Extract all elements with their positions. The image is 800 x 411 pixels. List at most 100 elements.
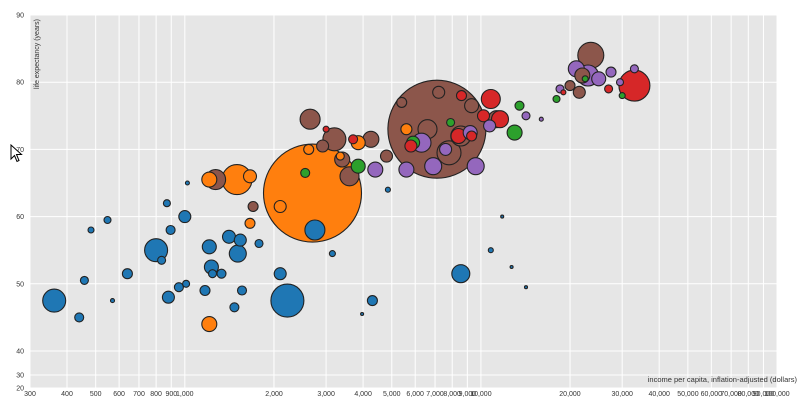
x-tick-label: 20,000 (559, 391, 581, 398)
data-point (500, 214, 505, 219)
data-point (335, 151, 345, 161)
data-point (304, 219, 326, 241)
data-point (303, 143, 315, 155)
y-tick-label: 70 (16, 147, 24, 154)
data-point (379, 149, 394, 163)
data-point (446, 117, 456, 128)
y-tick-label: 60 (16, 214, 24, 221)
data-point (242, 169, 258, 184)
data-point (523, 285, 529, 290)
data-point (201, 316, 218, 333)
data-point (432, 85, 446, 99)
data-point (466, 130, 478, 142)
x-tick-label: 80,000 (738, 391, 760, 398)
data-point (207, 269, 218, 279)
data-point (396, 96, 408, 108)
x-tick-label: 5,000 (383, 391, 401, 398)
data-point (483, 119, 497, 133)
data-point (109, 298, 116, 304)
x-tick-label: 70,000 (720, 391, 742, 398)
data-point (552, 94, 561, 104)
data-point (466, 157, 485, 176)
data-point (300, 167, 311, 178)
data-point (229, 302, 240, 313)
data-point (262, 143, 363, 243)
x-tick-label: 60,000 (701, 391, 723, 398)
x-tick-label: 30,000 (611, 391, 633, 398)
data-point (424, 157, 443, 176)
data-point (629, 64, 639, 74)
x-tick-label: 100,000 (764, 391, 789, 398)
data-point (87, 226, 95, 234)
data-point (328, 250, 336, 258)
data-point (316, 139, 330, 153)
data-point (564, 80, 576, 92)
data-point (480, 88, 501, 110)
data-point (121, 268, 133, 280)
data-point (322, 125, 330, 133)
data-point (216, 268, 227, 279)
bubbles (42, 41, 651, 333)
y-tick-label: 40 (16, 349, 24, 356)
data-point (236, 285, 248, 296)
data-point (439, 142, 453, 156)
data-point (273, 199, 287, 214)
data-point (161, 290, 175, 304)
data-point (404, 139, 418, 153)
x-tick-label: 800 (150, 391, 162, 398)
data-point (273, 267, 287, 281)
x-tick-label: 9,000 (459, 391, 477, 398)
y-tick-label: 20 (16, 386, 24, 393)
data-point (162, 199, 171, 208)
data-point (221, 229, 237, 244)
x-tick-label: 10,000 (470, 391, 492, 398)
x-tick-label: 500 (90, 391, 102, 398)
data-point (228, 244, 247, 263)
y-axis-label: life expectancy (years) (34, 19, 41, 89)
data-point (618, 92, 626, 100)
data-point (366, 295, 378, 307)
data-point (173, 282, 184, 293)
x-axis-label: income per capita, inflation-adjusted (d… (648, 375, 798, 384)
grid (29, 14, 778, 389)
data-point (615, 78, 625, 87)
data-point (184, 180, 190, 186)
x-tick-label: 700 (133, 391, 145, 398)
data-point (455, 90, 468, 102)
data-point (384, 186, 391, 193)
x-tick-label: 7,000 (426, 391, 444, 398)
data-point (247, 200, 259, 213)
x-tick-label: 2,000 (265, 391, 283, 398)
data-point (521, 111, 531, 121)
data-point (178, 210, 192, 224)
y-tick-label: 80 (16, 80, 24, 87)
x-tick-label: 300 (24, 391, 36, 398)
x-tick-label: 1,000 (176, 391, 194, 398)
plot-background (30, 15, 777, 388)
data-point (157, 255, 167, 265)
data-point (201, 239, 217, 255)
data-point (572, 85, 586, 99)
x-tick-label: 4,000 (354, 391, 372, 398)
x-tick-label: 40,000 (648, 391, 670, 398)
data-point (367, 161, 384, 178)
data-point (509, 264, 514, 270)
data-point (398, 161, 415, 178)
data-point (538, 116, 544, 122)
y-tick-label: 90 (16, 13, 24, 20)
data-point (451, 264, 471, 284)
data-point (348, 134, 359, 145)
data-point (605, 66, 617, 78)
x-tick-label: 3,000 (317, 391, 335, 398)
data-point (487, 247, 494, 254)
data-point (560, 89, 567, 96)
data-point (182, 279, 191, 288)
data-point (299, 108, 321, 130)
x-tick-label: 600 (113, 391, 125, 398)
data-point (254, 238, 264, 249)
y-tick-label: 50 (16, 281, 24, 288)
data-point (506, 124, 523, 141)
cursor-icon (10, 144, 23, 163)
